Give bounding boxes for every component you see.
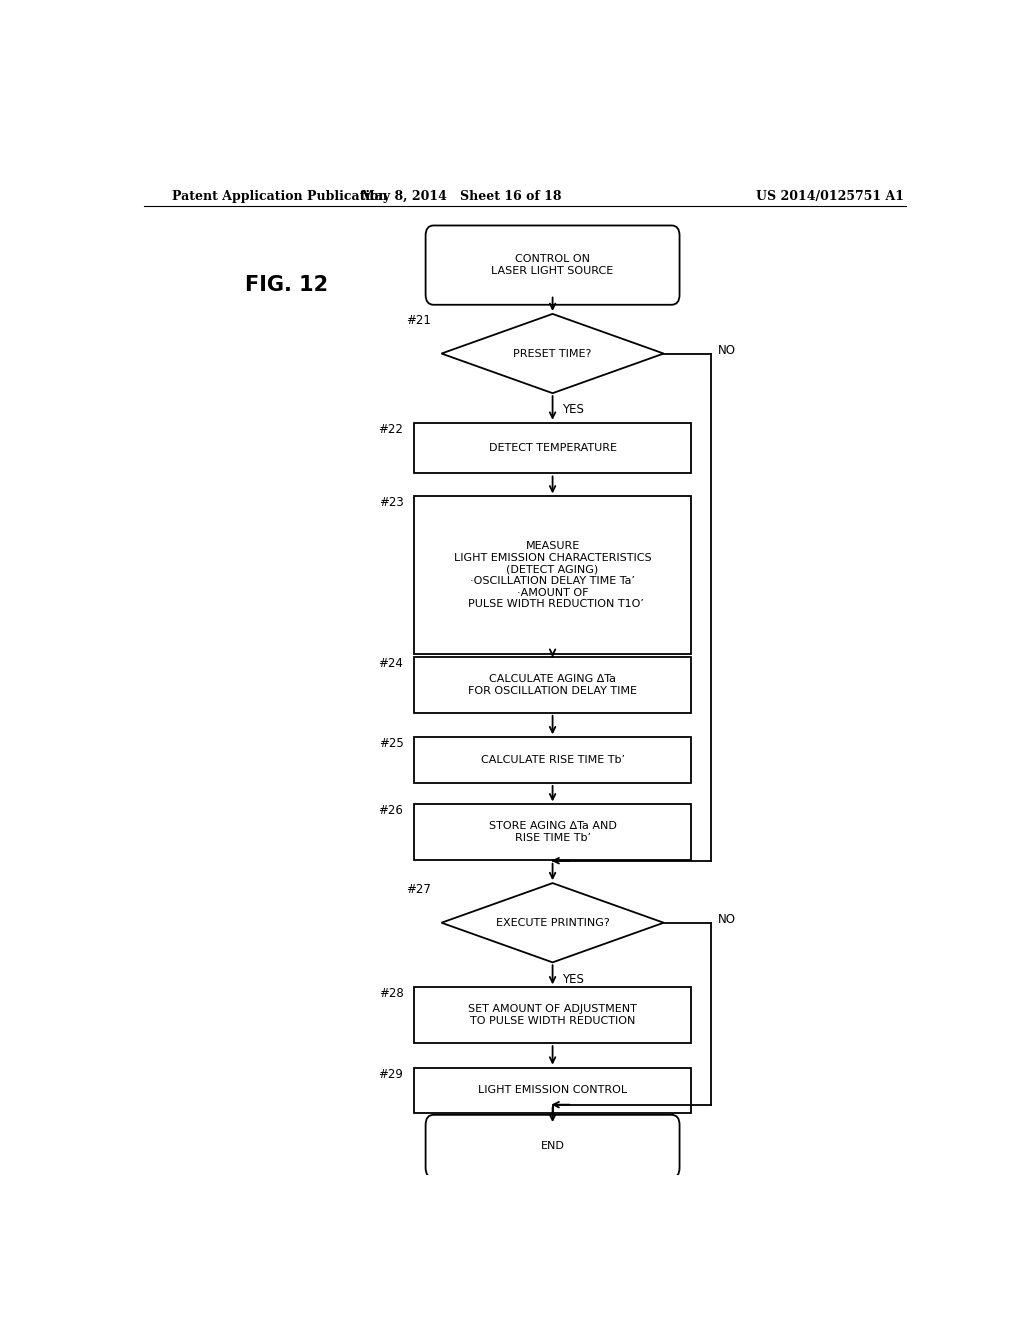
Text: #23: #23 — [379, 496, 403, 510]
Text: #25: #25 — [379, 738, 403, 750]
Text: May 8, 2014   Sheet 16 of 18: May 8, 2014 Sheet 16 of 18 — [361, 190, 561, 202]
Text: CALCULATE RISE TIME Tb’: CALCULATE RISE TIME Tb’ — [480, 755, 625, 766]
Text: STORE AGING ∆Ta AND
RISE TIME Tb’: STORE AGING ∆Ta AND RISE TIME Tb’ — [488, 821, 616, 843]
Text: MEASURE
LIGHT EMISSION CHARACTERISTICS
(DETECT AGING)
·OSCILLATION DELAY TIME Ta: MEASURE LIGHT EMISSION CHARACTERISTICS (… — [454, 541, 651, 609]
Text: #26: #26 — [379, 804, 403, 817]
FancyBboxPatch shape — [426, 226, 680, 305]
Text: CONTROL ON
LASER LIGHT SOURCE: CONTROL ON LASER LIGHT SOURCE — [492, 255, 613, 276]
Text: NO: NO — [718, 913, 735, 927]
Text: CALCULATE AGING ∆Ta
FOR OSCILLATION DELAY TIME: CALCULATE AGING ∆Ta FOR OSCILLATION DELA… — [468, 675, 637, 696]
Bar — [414, 987, 691, 1043]
Polygon shape — [441, 314, 664, 393]
Text: #24: #24 — [379, 657, 403, 671]
Text: #27: #27 — [407, 883, 431, 896]
Text: #29: #29 — [379, 1068, 403, 1081]
Text: #21: #21 — [407, 314, 431, 327]
Text: YES: YES — [562, 404, 584, 416]
Text: SET AMOUNT OF ADJUSTMENT
TO PULSE WIDTH REDUCTION: SET AMOUNT OF ADJUSTMENT TO PULSE WIDTH … — [468, 1005, 637, 1026]
FancyBboxPatch shape — [426, 1115, 680, 1177]
Text: PRESET TIME?: PRESET TIME? — [513, 348, 592, 359]
Bar — [414, 422, 691, 474]
Text: US 2014/0125751 A1: US 2014/0125751 A1 — [757, 190, 904, 202]
Text: NO: NO — [718, 345, 735, 356]
Text: YES: YES — [562, 973, 584, 986]
Bar — [414, 738, 691, 783]
Text: #28: #28 — [379, 987, 403, 1001]
Bar — [414, 496, 691, 653]
Text: FIG. 12: FIG. 12 — [245, 276, 329, 296]
Bar — [414, 804, 691, 861]
Bar — [414, 657, 691, 713]
Bar — [414, 1068, 691, 1113]
Text: END: END — [541, 1142, 564, 1151]
Text: #22: #22 — [379, 422, 403, 436]
Text: EXECUTE PRINTING?: EXECUTE PRINTING? — [496, 917, 609, 928]
Text: Patent Application Publication: Patent Application Publication — [172, 190, 387, 202]
Text: DETECT TEMPERATURE: DETECT TEMPERATURE — [488, 444, 616, 453]
Polygon shape — [441, 883, 664, 962]
Text: LIGHT EMISSION CONTROL: LIGHT EMISSION CONTROL — [478, 1085, 627, 1096]
